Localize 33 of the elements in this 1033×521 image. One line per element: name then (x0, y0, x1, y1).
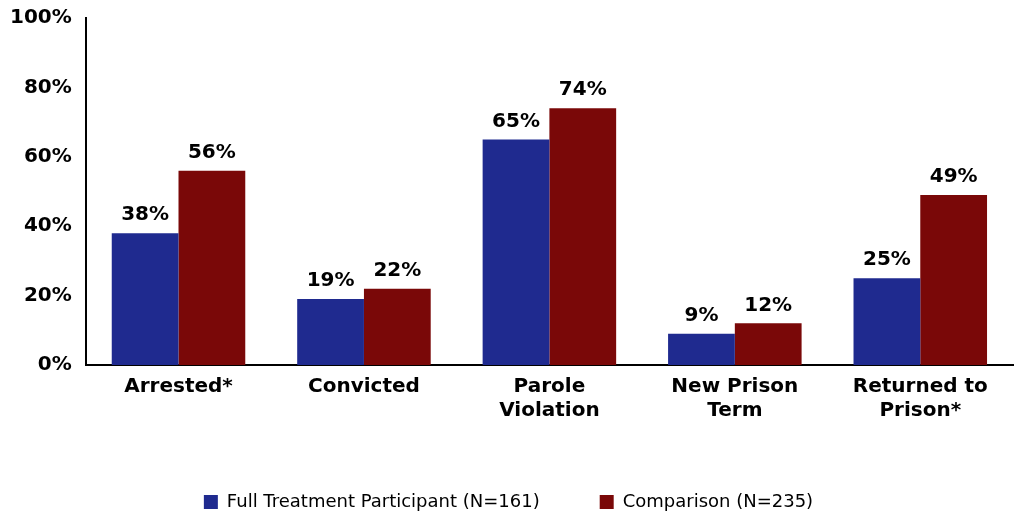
bar (363, 288, 431, 365)
y-tick-label: 20% (23, 281, 72, 306)
x-tick-label: Arrested* (124, 373, 234, 398)
bar (734, 323, 802, 365)
legend-label: Full Treatment Participant (N=161) (226, 489, 540, 511)
data-label: 74% (558, 76, 607, 101)
data-label: 49% (929, 163, 978, 188)
data-label: 38% (121, 201, 170, 226)
data-label: 19% (306, 267, 355, 292)
x-tick-label: Convicted (308, 373, 420, 398)
bar (482, 139, 550, 365)
x-tick-label: Returned to Prison* (852, 373, 988, 422)
bar (549, 108, 617, 365)
data-label: 56% (187, 138, 236, 163)
y-tick-label: 40% (23, 212, 72, 237)
y-tick-label: 80% (23, 73, 72, 98)
y-tick-label: 0% (37, 351, 72, 376)
legend-label: Comparison (N=235) (622, 489, 814, 511)
data-label: 12% (744, 291, 793, 316)
x-tick-label: Parole Violation (499, 373, 600, 422)
bar (853, 278, 921, 365)
data-label: 9% (684, 301, 719, 326)
x-tick-label: New Prison Term (671, 373, 799, 422)
bar (920, 194, 988, 365)
bar (297, 299, 364, 365)
bar (668, 333, 735, 365)
bar (111, 233, 179, 365)
y-tick-label: 60% (23, 143, 72, 167)
data-label: 22% (373, 256, 422, 281)
data-label: 25% (862, 246, 911, 271)
data-label: 65% (492, 107, 540, 132)
y-tick-label: 100% (9, 4, 72, 29)
bar (178, 170, 246, 365)
